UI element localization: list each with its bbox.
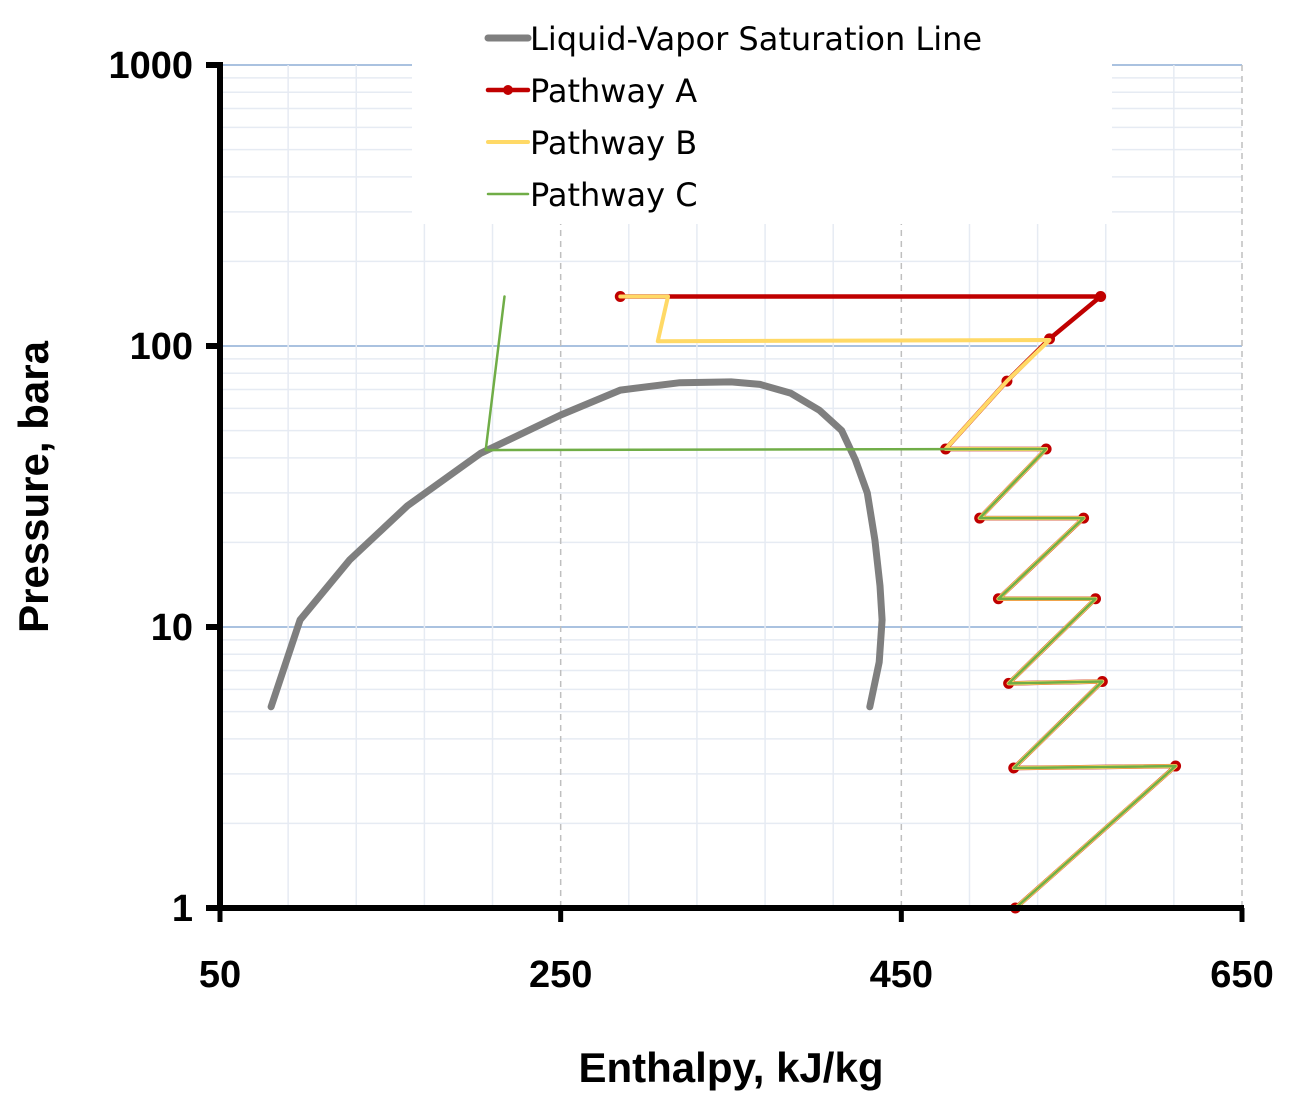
y-tick-label: 1 bbox=[172, 888, 193, 930]
legend: Liquid-Vapor Saturation Line Pathway A Pat… bbox=[484, 20, 982, 214]
tick-labels: 1 10 100 1000 50 250 450 650 bbox=[108, 45, 1273, 996]
x-axis-title: Enthalpy, kJ/kg bbox=[579, 1044, 884, 1091]
legend-label-pathway-b: Pathway B bbox=[530, 124, 697, 162]
data-point-pathway-a bbox=[1095, 291, 1107, 303]
legend-marker-pathway-a bbox=[503, 85, 513, 95]
x-tick-label: 650 bbox=[1210, 954, 1273, 996]
x-tick-label: 450 bbox=[870, 954, 933, 996]
series-line-pathway-c bbox=[484, 295, 1177, 910]
y-tick-label: 1000 bbox=[108, 45, 193, 87]
x-tick-label: 50 bbox=[199, 954, 241, 996]
axes bbox=[206, 62, 1245, 922]
series-group bbox=[267, 291, 1182, 914]
series-line-liquid-vapor-saturation-line bbox=[267, 378, 886, 711]
y-tick-label: 100 bbox=[130, 326, 193, 368]
legend-label-liquid-vapor-saturation-line: Liquid-Vapor Saturation Line bbox=[530, 20, 982, 58]
legend-label-pathway-c: Pathway C bbox=[530, 176, 698, 214]
x-tick-label: 250 bbox=[529, 954, 592, 996]
y-tick-label: 10 bbox=[151, 607, 193, 649]
legend-label-pathway-a: Pathway A bbox=[530, 72, 697, 110]
y-axis-title: Pressure, bara bbox=[10, 340, 57, 632]
